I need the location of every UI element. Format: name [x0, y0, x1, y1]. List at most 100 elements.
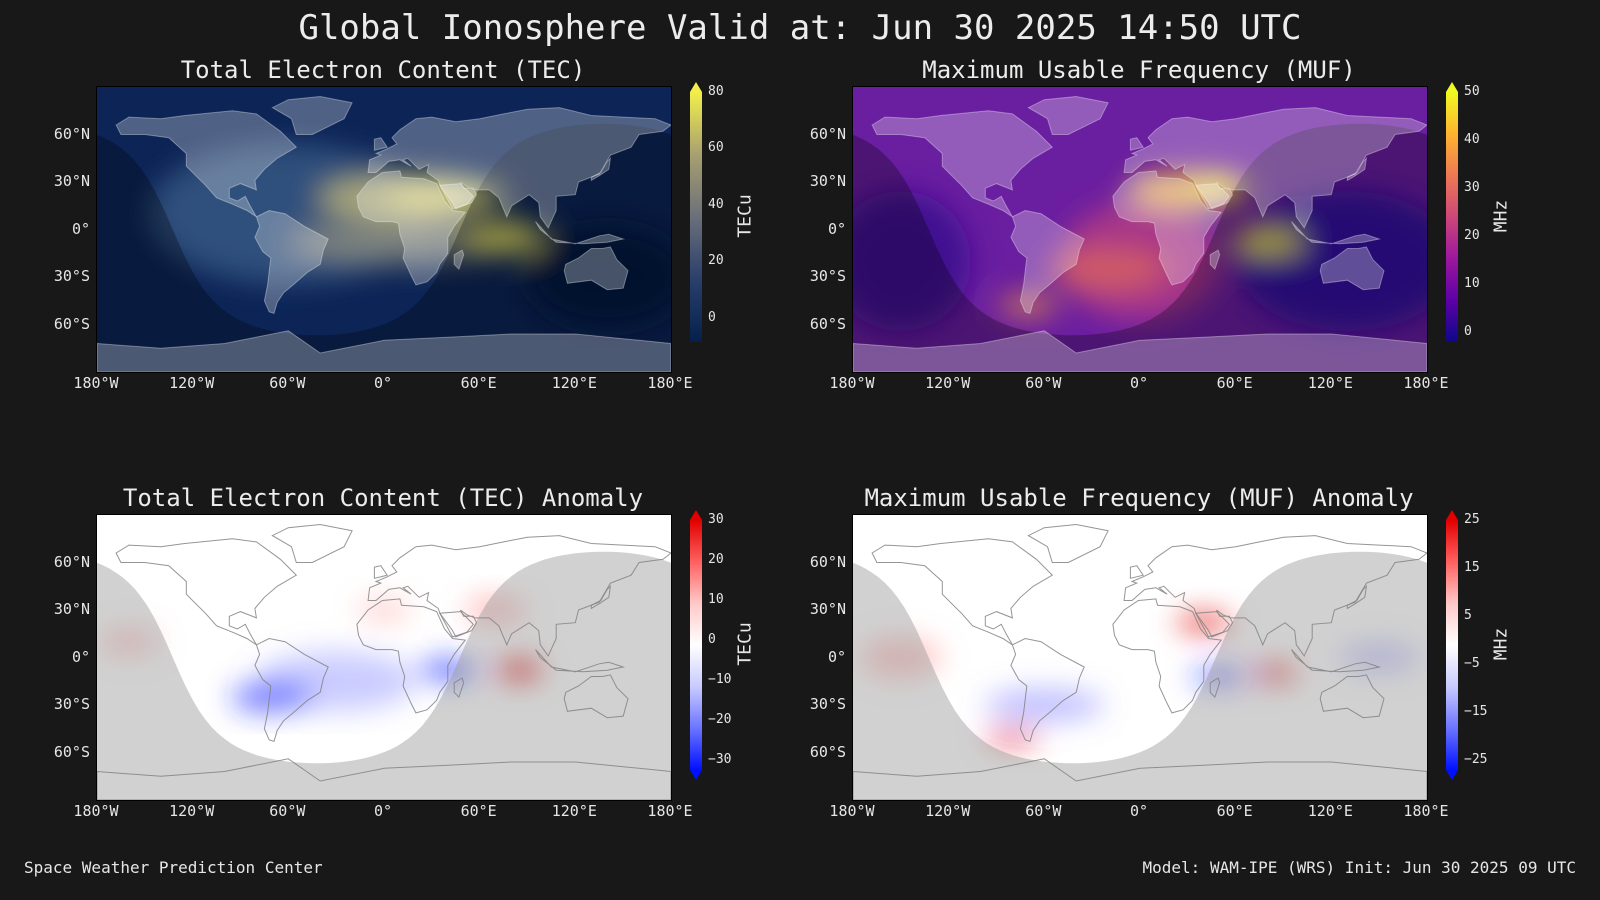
colorbar	[1446, 510, 1458, 780]
anomaly-positive-asia	[465, 598, 526, 622]
continent-madagascar	[1209, 677, 1221, 699]
colorbar-tick-label: 10	[1464, 276, 1480, 291]
continent-arabia	[1194, 611, 1230, 638]
lon-tick-label: 120°W	[925, 802, 971, 820]
lon-tick-label: 0°	[373, 374, 393, 392]
colorbar-label: TECu	[734, 622, 756, 666]
lon-tick-label: 120°E	[551, 374, 597, 392]
colorbar-label: TECu	[734, 194, 756, 238]
continent-north-america	[871, 110, 1054, 218]
muf-south-atlantic	[1048, 247, 1169, 292]
continent-africa	[356, 170, 467, 286]
heatmap-svg	[97, 515, 671, 800]
muf-peak-north	[1191, 175, 1248, 196]
lat-tick-label: 60°N	[809, 552, 846, 571]
lat-tick-label: 30°S	[53, 267, 90, 285]
lon-tick-label: 60°E	[1216, 374, 1253, 392]
colorbar-tick-label: −30	[708, 752, 732, 767]
tec-night-region	[527, 227, 671, 327]
colorbar-tick-label: −10	[708, 672, 732, 687]
continent-indonesia	[1291, 221, 1382, 245]
continent-greenland	[271, 523, 353, 563]
colorbar-tick-label: 20	[708, 552, 724, 567]
colorbar-label: MHz	[1490, 627, 1512, 661]
colorbar-extend-arrow-top	[690, 82, 702, 92]
continent-japan	[590, 156, 612, 182]
continent-japan	[1346, 584, 1368, 610]
continent-europe-asia	[367, 535, 671, 657]
continent-south-america	[1010, 209, 1085, 315]
continent-madagascar	[1209, 249, 1221, 271]
anomaly-positive-red-sea	[1175, 613, 1232, 632]
lat-tick-label: 60°S	[53, 742, 90, 761]
lon-tick-label: 120°W	[169, 374, 215, 392]
colorbar-extend-arrow-top	[1446, 82, 1458, 92]
continent-madagascar	[453, 249, 465, 271]
lat-tick-label: 60°N	[809, 124, 846, 143]
lon-tick-label: 180°E	[647, 374, 693, 392]
lon-tick-label: 180°W	[829, 374, 875, 392]
heatmap-svg	[853, 87, 1427, 372]
night-terminator-shading	[97, 123, 671, 372]
panel-title: Maximum Usable Frequency (MUF) Anomaly	[864, 484, 1414, 512]
panel-title: Total Electron Content (TEC) Anomaly	[122, 484, 644, 512]
colorbar-tick-label: 60	[708, 140, 724, 156]
colorbar-tick-label: 40	[1464, 132, 1480, 147]
anomaly-negative-east-africa	[1191, 668, 1248, 685]
lon-tick-label: 120°E	[1307, 802, 1353, 820]
muf-south-america-peak	[998, 295, 1059, 316]
tec-crest-south	[289, 220, 510, 265]
lat-tick-label: 30°S	[809, 267, 846, 285]
night-terminator-shading	[853, 123, 1427, 372]
lon-tick-label: 120°W	[925, 374, 971, 392]
colorbar-extend-arrow-top	[690, 510, 702, 520]
lon-tick-label: 0°	[1129, 374, 1149, 392]
continent-north-america	[115, 538, 298, 646]
colorbar-tick-label: 15	[1464, 560, 1480, 575]
continent-japan	[590, 584, 612, 610]
colorbar	[1446, 82, 1458, 342]
continent-arabia	[438, 611, 474, 638]
continent-south-america	[254, 209, 329, 315]
continent-australia	[563, 674, 629, 719]
continent-north-america	[871, 538, 1054, 646]
lon-tick-label: 120°E	[1307, 374, 1353, 392]
continent-europe-asia	[1123, 107, 1427, 229]
continent-europe-asia	[1123, 535, 1427, 657]
lat-tick-label: 30°N	[53, 600, 90, 618]
lat-tick-label: 0°	[71, 647, 90, 666]
tec-panel: Total Electron Content (TEC) 60°N 30°N 0° 30…	[10, 56, 780, 456]
lat-tick-label: 30°N	[809, 600, 846, 618]
lat-tick-label: 30°N	[53, 172, 90, 190]
continent-greenland	[1027, 523, 1109, 563]
lat-tick-label: 0°	[827, 219, 846, 238]
lat-tick-label: 60°S	[53, 314, 90, 333]
lon-tick-label: 120°E	[551, 802, 597, 820]
colorbar-extend-arrow-top	[1446, 510, 1458, 520]
muf-night-west	[853, 191, 971, 332]
continent-south-america	[254, 637, 329, 743]
colorbar-tick-label: 5	[1464, 608, 1472, 623]
lon-tick-label: 0°	[373, 802, 393, 820]
night-terminator-shading	[97, 551, 671, 800]
lon-tick-label: 60°E	[460, 374, 497, 392]
tec-peak	[463, 221, 544, 254]
lon-tick-label: 60°W	[269, 802, 306, 820]
continent-arabia	[438, 183, 474, 210]
continent-greenland	[1027, 95, 1109, 135]
lat-tick-label: 30°S	[53, 695, 90, 713]
continent-japan	[1346, 156, 1368, 182]
lat-tick-label: 0°	[71, 219, 90, 238]
lat-tick-label: 30°S	[809, 695, 846, 713]
colorbar-tick-label: 50	[1464, 84, 1480, 99]
colorbar-tick-label: 25	[1464, 512, 1480, 527]
lon-tick-label: 60°W	[1025, 374, 1062, 392]
colorbar-tick-label: 0	[1464, 324, 1472, 339]
colorbar-tick-label: −5	[1464, 656, 1480, 671]
colorbar-tick-label: −20	[708, 712, 732, 727]
anomaly-positive-indian-ocean	[1253, 665, 1298, 682]
continent-europe-asia	[367, 107, 671, 229]
lat-tick-label: 60°S	[809, 314, 846, 333]
lon-tick-label: 60°W	[269, 374, 306, 392]
lon-tick-label: 120°W	[169, 802, 215, 820]
